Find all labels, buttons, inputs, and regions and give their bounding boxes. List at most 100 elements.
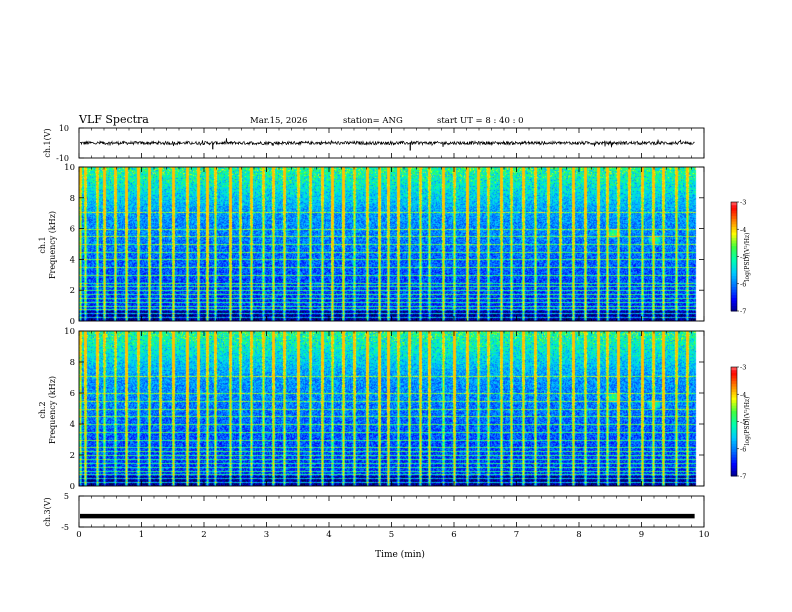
ch2-spectrogram-colorbar-step	[731, 372, 737, 376]
ch2-spectrogram-ytick-label-1: 2	[70, 451, 75, 461]
x-tick-label-8: 8	[576, 530, 581, 540]
ch1-spectrogram-colorbar-step	[731, 215, 737, 219]
ch2-spectrogram-ytick-label-2: 4	[70, 420, 75, 430]
ch1-spectrogram-colorbar-step	[731, 251, 737, 255]
date-label: Mar.15, 2026	[250, 116, 307, 126]
ch2-spectrogram-colorbar-step	[731, 369, 737, 373]
ch1-spectrogram-colorbar-step	[731, 229, 737, 233]
ch1-spectrogram-colorbar-step	[731, 226, 737, 230]
ch2-spectrogram-ytick-label-4: 8	[70, 358, 75, 368]
ch1-spectrogram-colorbar-step	[731, 289, 737, 293]
ch2-spectrogram-colorbar-step	[731, 410, 737, 414]
ch2-spectrogram-ytick-label-0: 0	[70, 482, 75, 492]
ch2-spectrogram-colorbar-step	[731, 383, 737, 387]
ch2-spectrogram-colorbar-step	[731, 413, 737, 417]
ch2-spectrogram-colorbar-step	[731, 375, 737, 379]
ch2-spectrogram-colorbar-step	[731, 386, 737, 390]
ch2-spectrogram-colorbar-step	[731, 448, 737, 452]
ch1-spectrogram-colorbar-step	[731, 308, 737, 312]
ch2-spectrogram-colorbar-step	[731, 443, 737, 447]
ch2-spectrogram-colorbar-tick-label-3: -6	[740, 445, 746, 453]
ch1-spectrogram-colorbar-step	[731, 202, 737, 206]
ch1-spectrogram-colorbar-tick-label-2: -5	[740, 253, 746, 261]
ch2-spectrogram-colorbar-step	[731, 402, 737, 406]
ch2-spectrogram-colorbar-step	[731, 407, 737, 412]
ch1-spectrogram-colorbar-step	[731, 300, 737, 304]
ch1-spectrogram-colorbar-step	[731, 207, 737, 211]
ch2-spec-ylabel-line1: ch.2	[38, 401, 47, 418]
x-tick-label-4: 4	[326, 530, 331, 540]
ch2-spectrogram-colorbar-step	[731, 435, 737, 439]
ch2-spectrogram-colorbar-step	[731, 451, 737, 455]
x-axis-label: Time (min)	[375, 549, 425, 560]
ch1-spectrogram-colorbar-step	[731, 270, 737, 274]
x-tick-label-6: 6	[451, 530, 456, 540]
ch1-spectrogram-colorbar-step	[731, 302, 737, 307]
ch2-spectrogram-colorbar-step	[731, 424, 737, 428]
ch2-spectrogram-colorbar-step	[731, 396, 737, 401]
ch1-spectrogram-colorbar-step	[731, 212, 737, 217]
ch1-spectrogram-colorbar-step	[731, 261, 737, 266]
ch2-spectrogram-image	[79, 331, 704, 486]
ch1-spectrogram-colorbar-step	[731, 237, 737, 241]
ch2-spectrogram-colorbar-step	[731, 456, 737, 461]
ch1-spectrogram-colorbar-step	[731, 297, 737, 301]
ch2-spectrogram-colorbar-step	[731, 437, 737, 442]
ch2-spectrogram-colorbar-step	[731, 405, 737, 409]
ch1-spectrogram-colorbar-step	[731, 259, 737, 263]
ch1-spectrogram-panel: 0 2 4 6 8 10 -3 -4 -5 -6 -7	[64, 163, 746, 327]
ch1-spectrogram-colorbar-step	[731, 291, 737, 296]
ch2-spectrogram-colorbar-step	[731, 440, 737, 444]
x-tick-label-3: 3	[264, 530, 269, 540]
start-time-label: start UT = 8 : 40 : 0	[437, 116, 524, 126]
ch2-spectrogram-colorbar-step	[731, 467, 737, 472]
ch1-spectrogram-colorbar-tick-label-1: -4	[740, 226, 746, 234]
x-tick-label-1: 1	[139, 530, 144, 540]
ch1-spectrogram-colorbar-step	[731, 240, 737, 244]
ch1-spectrogram-colorbar-step	[731, 272, 737, 277]
ch1-waveform-panel: 10 -10	[56, 124, 705, 163]
ch2-spectrogram-colorbar-step	[731, 391, 737, 395]
ch2-spectrogram-colorbar-step	[731, 446, 737, 450]
ch1-spectrogram-ytick-label-4: 8	[70, 194, 75, 204]
ch1-spectrogram-colorbar-step	[731, 294, 737, 298]
ch1-spectrogram-colorbar-step	[731, 305, 737, 309]
ch1-spectrogram-colorbar-step	[731, 221, 737, 225]
ch1-spectrogram-colorbar-step	[731, 248, 737, 252]
ch1-spectrogram-colorbar-step	[731, 210, 737, 214]
ch1-spectrogram-colorbar-step	[731, 256, 737, 260]
colorbar1-label: log(PSD)(V²/Hz)	[744, 233, 751, 282]
ch2-spectrogram-colorbar-tick-label-2: -5	[740, 418, 746, 426]
ch2-spectrogram-colorbar-step	[731, 429, 737, 433]
ch1-spectrogram-colorbar-step	[731, 234, 737, 238]
ch1-spectrogram-image	[79, 167, 704, 321]
ch2-spectrogram-canvas	[79, 331, 704, 486]
ch2-spectrogram-colorbar-step	[731, 426, 737, 431]
station-label: station= ANG	[343, 116, 403, 126]
ch1-spectrogram-ytick-label-1: 2	[70, 286, 75, 296]
x-tick-label-7: 7	[514, 530, 519, 540]
ch2-spectrogram-colorbar-step	[731, 462, 737, 466]
ch1-spectrogram-colorbar-step	[731, 218, 737, 222]
x-tick-label-2: 2	[201, 530, 206, 540]
ch1-spectrogram-colorbar-step	[731, 283, 737, 287]
ch2-spectrogram-colorbar-step	[731, 399, 737, 403]
ch1-spectrogram-colorbar-step	[731, 286, 737, 290]
ch1-spectrogram-colorbar-step	[731, 204, 737, 208]
ch2-spectrogram-panel: 0 2 4 6 8 10 -3 -4 -5 -6 -7	[64, 327, 746, 492]
ch2-spectrogram-colorbar-step	[731, 473, 737, 477]
x-tick-label-9: 9	[639, 530, 644, 540]
ch1-spectrogram-ytick-label-3: 6	[70, 225, 75, 235]
ch2-spectrogram-colorbar-step	[731, 418, 737, 422]
ch1-spec-ylabel-line1: ch.1	[38, 236, 47, 253]
ch3-ytick-label: -5	[61, 523, 69, 532]
ch1-spectrogram-colorbar-step	[731, 275, 737, 279]
ch1-spectrogram-colorbar-tick-label-0: -3	[740, 199, 746, 207]
ch2-spectrogram-colorbar-step	[731, 394, 737, 398]
figure-title: VLF Spectra	[78, 113, 149, 126]
ch1-spectrogram-colorbar-step	[731, 278, 737, 282]
ch1-spec-ylabel-line2: Frequency (kHz)	[48, 211, 57, 279]
ch3-waveform-panel: 5 -5 0 1 2 3 4 5 6 7 8 9 10	[61, 492, 709, 540]
ch2-spectrogram-colorbar-tick-label-1: -4	[740, 391, 746, 399]
ch1-ylabel: ch.1(V)	[43, 128, 52, 157]
